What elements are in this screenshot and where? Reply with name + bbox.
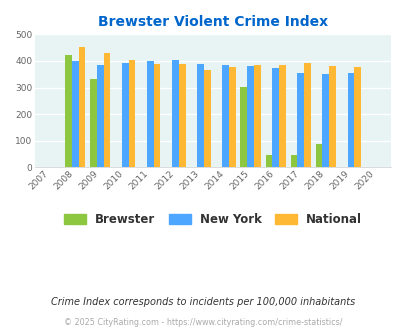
Bar: [303, 63, 310, 167]
Bar: [272, 68, 278, 167]
Bar: [347, 73, 354, 167]
Bar: [247, 66, 254, 167]
Bar: [296, 73, 303, 167]
Bar: [78, 47, 85, 167]
Bar: [222, 65, 228, 167]
Bar: [278, 65, 285, 167]
Bar: [240, 87, 247, 167]
Bar: [315, 144, 322, 167]
Bar: [254, 65, 260, 167]
Bar: [153, 64, 160, 167]
Bar: [203, 70, 210, 167]
Bar: [328, 66, 335, 167]
Legend: Brewster, New York, National: Brewster, New York, National: [64, 213, 361, 226]
Bar: [322, 74, 328, 167]
Text: Crime Index corresponds to incidents per 100,000 inhabitants: Crime Index corresponds to incidents per…: [51, 297, 354, 307]
Bar: [122, 63, 128, 167]
Bar: [178, 64, 185, 167]
Bar: [147, 61, 153, 167]
Bar: [96, 65, 103, 167]
Bar: [228, 67, 235, 167]
Bar: [196, 64, 203, 167]
Bar: [103, 53, 110, 167]
Bar: [128, 60, 135, 167]
Text: © 2025 CityRating.com - https://www.cityrating.com/crime-statistics/: © 2025 CityRating.com - https://www.city…: [64, 318, 341, 327]
Bar: [172, 60, 178, 167]
Bar: [90, 79, 96, 167]
Bar: [72, 61, 78, 167]
Bar: [265, 155, 272, 167]
Bar: [354, 67, 360, 167]
Bar: [290, 155, 296, 167]
Bar: [65, 55, 72, 167]
Title: Brewster Violent Crime Index: Brewster Violent Crime Index: [98, 15, 327, 29]
